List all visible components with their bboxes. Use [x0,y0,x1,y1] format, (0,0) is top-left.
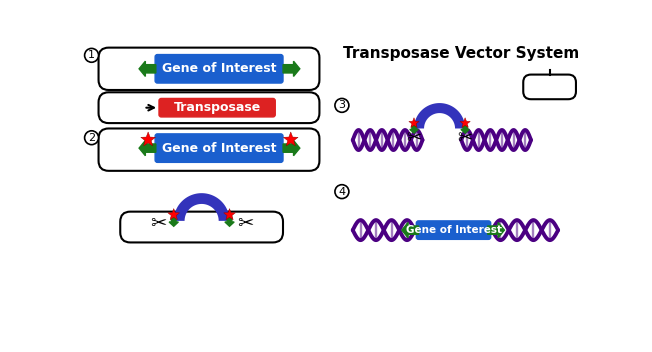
Polygon shape [141,132,156,146]
Circle shape [85,49,98,62]
Polygon shape [460,118,470,127]
Text: ✂: ✂ [458,130,473,147]
FancyBboxPatch shape [416,221,491,239]
Text: Transposase Vector System: Transposase Vector System [343,45,580,61]
Polygon shape [225,218,234,226]
FancyBboxPatch shape [155,134,283,162]
Text: Transposase: Transposase [173,101,261,114]
Circle shape [335,185,349,199]
FancyBboxPatch shape [98,48,319,90]
Circle shape [85,131,98,145]
FancyBboxPatch shape [98,92,319,123]
Polygon shape [402,222,419,238]
Polygon shape [283,140,300,156]
Text: 2: 2 [88,133,95,143]
Polygon shape [224,208,235,220]
FancyBboxPatch shape [155,55,283,83]
Polygon shape [410,126,418,133]
Polygon shape [173,193,230,221]
Polygon shape [461,126,469,133]
FancyBboxPatch shape [524,75,576,99]
FancyBboxPatch shape [120,212,283,243]
FancyBboxPatch shape [98,128,319,171]
Text: ✂: ✂ [150,214,166,233]
Text: ✂: ✂ [237,214,253,233]
Polygon shape [283,61,300,76]
Polygon shape [139,61,156,76]
Text: Gene of Interest: Gene of Interest [162,142,276,155]
Text: ✂: ✂ [406,130,422,147]
Text: 1: 1 [88,50,95,60]
Polygon shape [169,218,179,226]
Circle shape [335,99,349,112]
Polygon shape [414,103,465,128]
Polygon shape [284,132,298,146]
Polygon shape [139,140,156,156]
Text: Gene of Interest: Gene of Interest [406,225,501,235]
Polygon shape [168,208,179,220]
FancyBboxPatch shape [159,99,275,117]
Polygon shape [488,222,505,238]
Text: Gene of Interest: Gene of Interest [162,62,276,75]
Text: 3: 3 [338,100,346,111]
Polygon shape [409,118,419,127]
Text: 4: 4 [338,187,346,197]
